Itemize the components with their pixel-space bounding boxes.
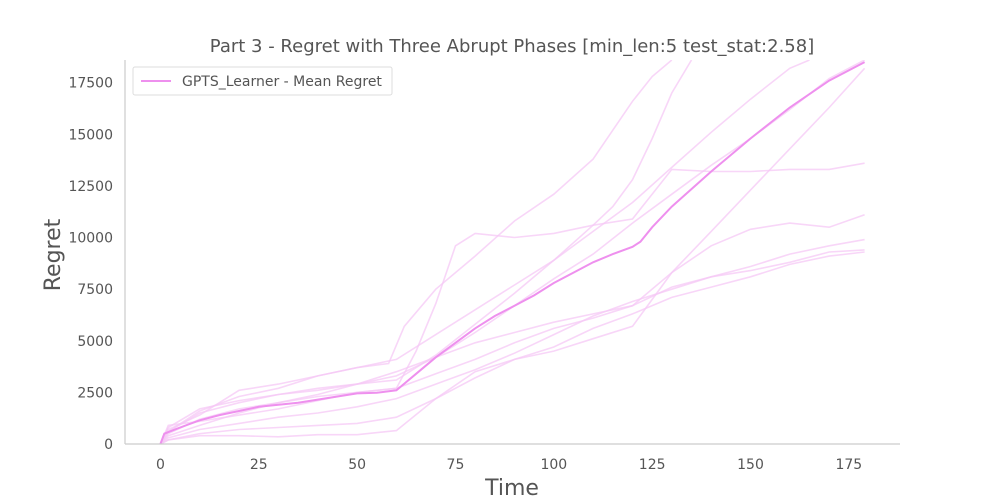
y-axis-label: Regret (41, 218, 66, 291)
x-tick-label: 75 (447, 457, 465, 473)
x-tick-label: 175 (835, 457, 862, 473)
series-line-mean-regret (159, 61, 866, 444)
y-tick-label: 0 (104, 437, 113, 453)
y-tick-label: 17500 (68, 76, 113, 92)
y-tick-labels: 0 2500 5000 7500 10000 12500 15000 17500 (68, 76, 113, 453)
x-tick-labels: 0 25 50 75 100 125 150 175 (156, 457, 862, 473)
legend: GPTS_Learner - Mean Regret (132, 66, 393, 96)
run-line-3 (159, 238, 865, 444)
x-tick-label: 100 (540, 457, 567, 473)
mean-series (159, 61, 866, 444)
x-tick-label: 0 (156, 457, 165, 473)
run-line-6 (159, 60, 693, 444)
legend-box (132, 66, 393, 96)
y-tick-label: 12500 (68, 179, 113, 195)
run-line-8 (160, 214, 865, 444)
y-tick-label: 15000 (68, 127, 113, 143)
run-line-2 (159, 162, 865, 444)
x-tick-label: 25 (250, 457, 268, 473)
individual-runs (159, 60, 866, 444)
legend-label-mean: GPTS_Learner - Mean Regret (182, 74, 382, 90)
run-line-7 (159, 60, 673, 444)
x-axis-label: Time (484, 476, 539, 500)
run-line-5 (160, 251, 865, 444)
axes (124, 60, 900, 445)
run-line-10 (159, 60, 810, 444)
y-tick-label: 5000 (77, 334, 113, 350)
run-line-1 (159, 67, 866, 444)
x-tick-label: 125 (639, 457, 666, 473)
chart-title: Part 3 - Regret with Three Abrupt Phases… (210, 36, 814, 57)
y-tick-label: 2500 (77, 385, 113, 401)
y-tick-label: 10000 (68, 231, 113, 247)
x-tick-label: 50 (348, 457, 366, 473)
x-tick-label: 150 (737, 457, 764, 473)
run-line-9 (159, 249, 865, 444)
y-tick-label: 7500 (77, 282, 113, 298)
